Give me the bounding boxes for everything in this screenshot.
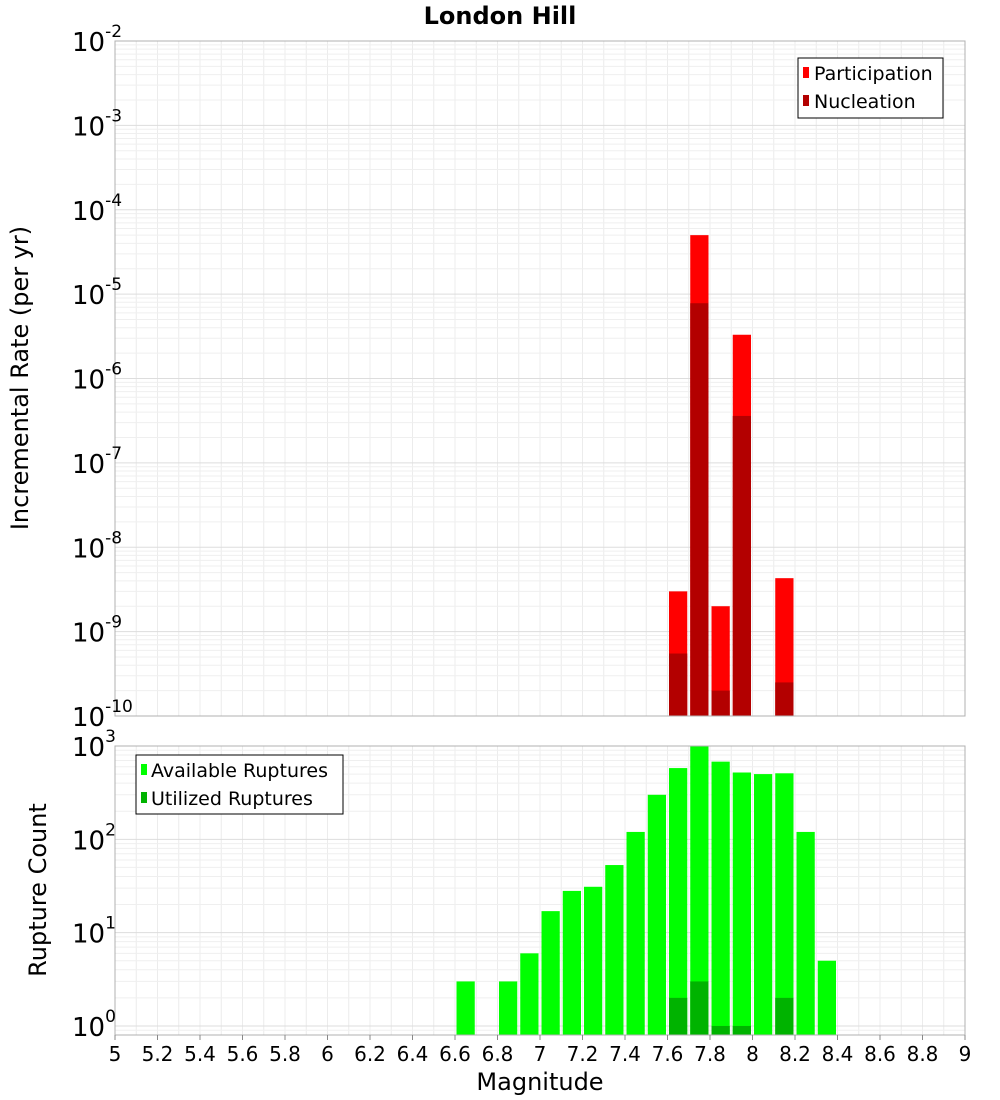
y-tick-label: 10-6 [72,360,122,396]
y-tick-label: 10-3 [72,106,122,142]
rate-legend: Participation Nucleation [797,57,944,119]
x-tick-label: 6.8 [482,1042,514,1066]
rate-grid [114,41,966,717]
count-legend: Available Ruptures Utilized Ruptures [135,754,344,815]
rate-y-ticks: 10-10 10-9 10-8 10-7 10-6 10-5 10-4 10-3 10-2 [72,22,133,733]
rate-bar-nucleation [669,653,688,716]
y-tick-label: 10-2 [72,22,122,58]
count-bar-available-ruptures [754,774,773,1035]
count-bar-available-ruptures [456,981,475,1035]
x-tick-label: 6.6 [439,1042,471,1066]
count-bar-available-ruptures [647,794,666,1035]
x-tick-label: 5.4 [184,1042,216,1066]
rate-bar-nucleation [690,303,709,716]
x-tick-label: 5.8 [269,1042,301,1066]
legend-available-swatch [141,764,147,775]
count-y-axis-label: Rupture Count [24,803,52,977]
rate-bars [669,235,794,716]
x-tick-label: 8.4 [822,1042,854,1066]
x-axis-label: Magnitude [476,1068,603,1096]
y-tick-label: 10-7 [72,444,122,480]
count-bar-available-ruptures [605,865,624,1035]
count-bar-available-ruptures [817,960,836,1035]
x-tick-label: 8.2 [779,1042,811,1066]
x-tick-label: 7.8 [694,1042,726,1066]
y-tick-label: 10-9 [72,613,122,649]
x-tick-label: 6 [321,1042,334,1066]
count-bar-utilized-ruptures [690,981,709,1035]
y-tick-label: 103 [72,727,116,763]
legend-nucleation-swatch [803,95,809,106]
x-tick-label: 9 [959,1042,972,1066]
y-tick-label: 10-10 [72,697,133,733]
rate-bar-participation [775,578,794,716]
chart-title: London Hill [424,2,577,30]
x-tick-label: 6.2 [354,1042,386,1066]
legend-utilized-swatch [141,792,147,803]
rate-bar-nucleation [711,690,730,716]
x-tick-label: 7.2 [567,1042,599,1066]
rate-panel: 10-10 10-9 10-8 10-7 10-6 10-5 10-4 10-3 10-2 In… [6,22,966,733]
y-tick-label: 10-8 [72,528,122,564]
count-bar-available-ruptures [775,773,794,1035]
count-panel: 100 101 102 103 Rupture Count Available Rup… [24,727,966,1043]
count-bar-utilized-ruptures [732,1025,751,1035]
legend-nucleation-label: Nucleation [814,91,916,113]
count-bars [456,746,836,1035]
rate-bar-nucleation [775,682,794,716]
x-ticks: 5 5.2 5.4 5.6 5.8 6 6.2 6.4 6.6 6.8 7 7.2 7.4 7.6 7.8 8… [109,1035,972,1066]
legend-utilized-label: Utilized Ruptures [151,788,313,810]
count-bar-available-ruptures [562,890,581,1035]
count-bar-available-ruptures [690,746,709,1035]
count-bar-utilized-ruptures [711,1025,730,1035]
x-tick-label: 5.6 [227,1042,259,1066]
y-tick-label: 100 [72,1007,116,1043]
count-bar-available-ruptures [796,831,815,1035]
x-tick-label: 8.6 [864,1042,896,1066]
count-bar-available-ruptures [499,981,518,1035]
rate-bar-nucleation [732,415,751,716]
count-y-ticks: 100 101 102 103 [72,727,116,1043]
count-bar-available-ruptures [520,953,539,1035]
x-tick-label: 8 [746,1042,759,1066]
count-bar-available-ruptures [626,831,645,1035]
x-tick-label: 7 [534,1042,547,1066]
x-tick-label: 5 [109,1042,122,1066]
count-bar-available-ruptures [541,911,560,1035]
y-tick-label: 10-4 [72,191,122,227]
x-tick-label: 7.4 [609,1042,641,1066]
legend-available-label: Available Ruptures [151,760,328,782]
count-bar-available-ruptures [584,886,603,1035]
rate-bar-participation [711,606,730,716]
count-bar-utilized-ruptures [775,997,794,1035]
rate-y-axis-label: Incremental Rate (per yr) [6,226,34,530]
x-tick-label: 8.8 [907,1042,939,1066]
x-tick-label: 7.6 [652,1042,684,1066]
x-tick-label: 6.4 [397,1042,429,1066]
y-tick-label: 10-5 [72,275,122,311]
y-tick-label: 102 [72,820,116,856]
rate-plot-border [114,40,966,717]
x-tick-label: 5.2 [142,1042,174,1066]
count-bar-utilized-ruptures [669,997,688,1035]
legend-participation-swatch [803,67,809,78]
y-tick-label: 101 [72,914,116,950]
count-bar-available-ruptures [669,768,688,1035]
legend-participation-label: Participation [814,63,933,85]
count-bar-available-ruptures [732,772,751,1035]
count-bar-available-ruptures [711,761,730,1035]
